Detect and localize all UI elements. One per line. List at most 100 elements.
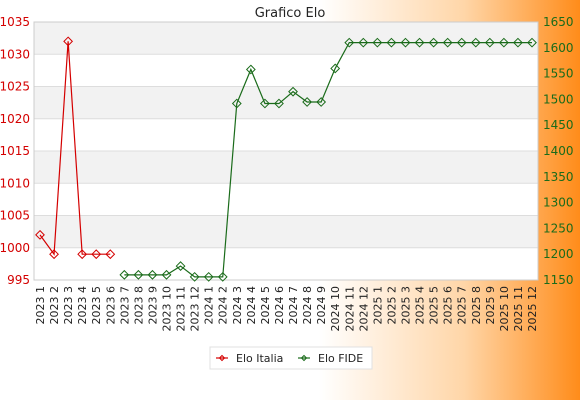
plot-border [33,21,539,281]
series-line-0 [39,41,111,256]
x-tick-label: 2024 6 [273,286,286,325]
data-point [161,269,172,280]
data-point [63,36,74,47]
data-point [358,37,369,48]
data-point [330,63,341,74]
y-right-tick-label: 1200 [543,247,574,261]
data-point [386,37,397,48]
x-tick-label: 2024 4 [245,286,258,325]
data-point [456,37,467,48]
y-left-tick-label: 1035 [0,15,30,29]
x-tick-label: 2023 6 [104,286,117,325]
x-tick-label: 2023 10 [161,286,174,332]
y-right-tick-label: 1350 [543,170,574,184]
data-point [245,64,256,75]
x-tick-label: 2024 9 [315,286,328,325]
data-point [344,37,355,48]
grid-band [34,118,538,151]
grid-band [34,183,538,216]
y-left-tick-label: 1020 [0,112,30,126]
y-right-tick-label: 1650 [543,15,574,29]
x-tick-label: 2025 5 [428,286,441,325]
x-tick-label: 2025 1 [371,286,384,325]
x-tick-label: 2024 2 [217,286,230,325]
y-right-tick-label: 1450 [543,118,574,132]
y-left-tick-label: 995 [7,273,30,287]
data-point [274,98,284,109]
data-point [231,98,242,109]
x-tick-label: 2024 7 [287,286,300,325]
data-point [288,86,298,97]
data-point [302,97,312,107]
data-point [35,229,45,240]
y-right-tick-label: 1600 [543,41,574,55]
data-point [372,37,383,48]
data-point [217,271,228,282]
data-point [189,271,200,282]
y-right-tick-label: 1550 [543,67,574,81]
x-tick-label: 2023 8 [132,286,145,325]
data-point [470,37,481,48]
legend-label: Elo Italia [236,352,283,365]
data-point [147,269,158,280]
legend-marker [218,354,226,362]
x-tick-label: 2025 10 [498,286,511,332]
x-tick-label: 2025 3 [399,286,412,325]
legend-marker [300,354,308,362]
y-right-tick-label: 1250 [543,221,574,235]
data-point [175,261,186,271]
x-tick-label: 2023 12 [189,286,202,332]
y-left-tick-label: 1005 [0,209,30,223]
x-tick-label: 2025 7 [456,286,469,325]
y-left-tick-label: 1000 [0,241,30,255]
grid-band [34,215,538,248]
x-tick-label: 2023 5 [90,286,103,325]
x-tick-label: 2025 2 [385,286,398,325]
legend-label: Elo FIDE [318,352,363,365]
y-left-tick-label: 1010 [0,176,30,190]
x-tick-label: 2024 10 [329,286,342,332]
data-point [484,37,495,48]
x-tick-label: 2024 8 [301,286,314,325]
y-left-tick-label: 1025 [0,80,30,94]
y-right-tick-label: 1400 [543,144,574,158]
x-tick-label: 2023 9 [146,286,159,325]
y-right-tick-label: 1500 [543,92,574,106]
data-point [105,249,116,260]
data-point [316,97,327,107]
grid-band [34,151,538,184]
data-point [442,37,453,48]
data-point [133,269,144,280]
x-tick-label: 2025 11 [512,286,525,332]
grid-band [34,54,538,87]
data-point [400,37,411,48]
y-left-tick-label: 1015 [0,144,30,158]
data-point [414,37,425,48]
x-tick-label: 2023 1 [34,286,47,325]
grid-band [34,86,538,119]
data-point [203,271,214,282]
grid-band [34,247,538,280]
x-tick-label: 2023 7 [118,286,131,325]
x-tick-label: 2025 4 [414,286,427,325]
x-tick-label: 2024 1 [203,286,216,325]
grid-band [34,22,538,55]
x-tick-label: 2023 11 [175,286,188,332]
plot-area: 995 1000 1005 1010 1015 1020 1025 1030 1035 1150 1… [0,15,574,332]
x-tick-label: 2023 3 [62,286,75,325]
data-point [49,249,59,260]
y-right-tick-label: 1300 [543,196,574,210]
data-point [77,249,88,260]
data-point [527,37,537,48]
y-right-tick-label: 1150 [543,273,574,287]
y-left-tick-label: 1030 [0,47,30,61]
x-tick-label: 2025 8 [470,286,483,325]
x-tick-label: 2024 11 [343,286,356,332]
data-point [260,98,270,109]
chart-title: Grafico Elo [255,6,326,21]
x-tick-label: 2023 4 [76,286,89,325]
x-tick-label: 2025 12 [526,286,539,332]
legend: Elo Italia Elo FIDE [209,346,373,370]
data-point [513,37,523,48]
